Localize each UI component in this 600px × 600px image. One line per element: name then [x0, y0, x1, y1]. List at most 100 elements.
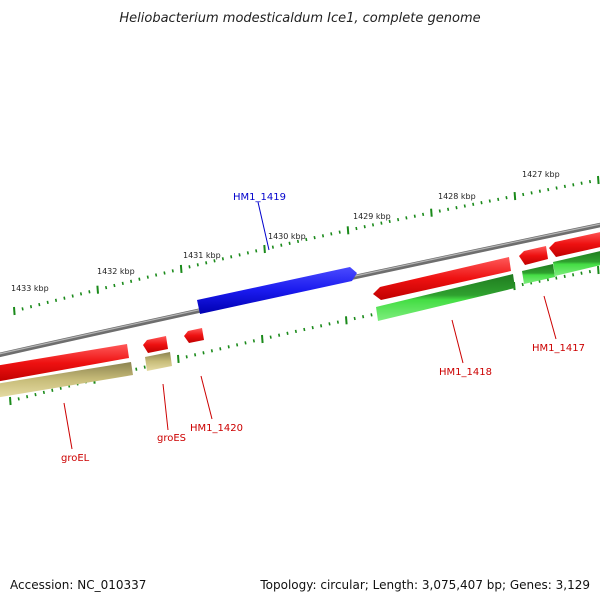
scale-top-tick: [13, 306, 16, 316]
gene-labels: HM1_1419 groEL groES HM1_1420 HM1_1418 H…: [61, 192, 585, 464]
scale-label-1433: 1433 kbp: [11, 284, 49, 293]
scale-labels: 1433 kbp 1432 kbp 1431 kbp 1430 kbp 1429…: [11, 170, 560, 293]
scale-top-tick: [96, 285, 99, 294]
leader-hm1-1418: [451, 319, 464, 364]
scale-top-tick: [455, 206, 458, 210]
gene-label-groel[interactable]: groEL: [61, 453, 90, 464]
genome-summary-text: Topology: circular; Length: 3,075,407 bp…: [260, 578, 590, 592]
scale-top-tick: [38, 302, 41, 307]
scale-top-tick: [138, 277, 141, 281]
scale-top-tick: [597, 175, 600, 185]
gene-label-groes[interactable]: groES: [157, 433, 186, 444]
scale-bottom-tick: [59, 386, 62, 390]
scale-top-tick: [305, 237, 308, 242]
gene-small-green-cds[interactable]: [522, 264, 555, 284]
scale-bottom-tick: [236, 343, 239, 347]
gene-groes-cds[interactable]: [145, 352, 172, 371]
scale-top-tick: [488, 199, 491, 203]
gene-leader-lines: [63, 201, 557, 450]
gene-label-hm1-1417[interactable]: HM1_1417: [532, 343, 585, 354]
gene-hm1-1419-feature[interactable]: [197, 267, 357, 314]
scale-top-tick: [530, 191, 533, 195]
gene-hm1-1417-cds[interactable]: [553, 250, 600, 276]
leader-hm1-1419: [257, 201, 270, 251]
gene-groel-feature[interactable]: [0, 344, 129, 382]
gene-label-hm1-1419[interactable]: HM1_1419: [233, 192, 286, 203]
scale-bottom-tick: [9, 396, 12, 406]
scale-top-tick: [422, 212, 425, 217]
scale-top-tick: [21, 307, 24, 311]
scale-top-tick: [355, 226, 358, 231]
scale-top-tick: [513, 192, 517, 201]
scale-bottom-tick: [278, 333, 281, 337]
gene-label-hm1-1418[interactable]: HM1_1418: [439, 367, 492, 378]
scale-top-tick: [271, 245, 274, 249]
scale-label-1430: 1430 kbp: [268, 232, 306, 241]
scale-label-1431: 1431 kbp: [183, 251, 221, 260]
scale-top-tick: [29, 305, 33, 309]
scale-label-1428: 1428 kbp: [438, 192, 476, 201]
scale-bottom-tick: [370, 313, 373, 317]
scale-top-tick: [71, 294, 74, 298]
gene-hm1-1418-cds[interactable]: [376, 274, 515, 321]
scale-top-tick: [447, 207, 450, 211]
scale-bottom-tick: [555, 276, 558, 280]
leader-hm1-1417: [543, 295, 557, 340]
scale-top-tick: [63, 296, 66, 300]
scale-bottom-tick: [34, 392, 37, 397]
gene-groel-cds[interactable]: [0, 362, 133, 398]
gene-hm1-1418-feature[interactable]: [373, 257, 511, 300]
scale-bottom-tick: [294, 329, 297, 334]
scale-top-tick: [105, 285, 108, 290]
scale-bottom-tick: [597, 265, 600, 275]
scale-top-tick: [588, 179, 592, 184]
scale-top-tick: [522, 192, 525, 197]
scale-bottom-tick: [286, 331, 289, 335]
scale-top-tick: [121, 281, 124, 286]
scale-bottom-tick: [26, 395, 29, 399]
accession-text: Accession: NC_010337: [10, 578, 147, 592]
scale-bottom-tick: [17, 397, 20, 401]
scale-bottom-tick: [336, 320, 339, 324]
scale-bottom-tick: [521, 282, 524, 287]
scale-top-tick: [230, 255, 233, 259]
scale-top-tick: [288, 241, 291, 245]
scale-bottom-tick: [353, 316, 356, 321]
gene-hm1-1420-feature[interactable]: [184, 328, 204, 343]
scale-top-tick: [263, 244, 266, 254]
gene-hm1-1417-feature[interactable]: [549, 231, 600, 257]
scale-top-tick: [205, 261, 208, 265]
leader-hm1-1420: [200, 375, 213, 420]
gene-groes-feature[interactable]: [143, 336, 168, 353]
scale-bottom-tick: [252, 339, 255, 343]
scale-ticks-top: [13, 175, 600, 316]
scale-bottom-tick: [261, 334, 264, 344]
scale-top-tick: [280, 243, 283, 247]
scale-top-tick: [130, 279, 133, 283]
scale-top-tick: [538, 189, 541, 193]
scale-bottom-tick: [42, 390, 45, 395]
scale-bottom-tick: [362, 315, 365, 319]
scale-top-tick: [397, 217, 400, 222]
scale-bottom-tick: [303, 327, 306, 332]
scale-top-tick: [547, 187, 550, 192]
scale-bottom-tick: [320, 324, 323, 328]
scale-bottom-tick: [328, 322, 331, 326]
scale-bottom-tick: [210, 349, 213, 353]
scale-top-tick: [155, 273, 158, 277]
scale-top-tick: [213, 259, 216, 263]
scale-top-tick: [338, 230, 341, 234]
gene-label-hm1-1420[interactable]: HM1_1420: [190, 423, 243, 434]
scale-bottom-tick: [563, 274, 566, 279]
scale-bottom-tick: [202, 351, 205, 355]
scale-top-tick: [296, 239, 300, 244]
scale-bottom-tick: [51, 388, 54, 392]
scale-bottom-tick: [311, 325, 314, 330]
gene-red-small-feature[interactable]: [519, 246, 548, 265]
scale-bottom-tick: [269, 335, 272, 339]
scale-top-tick: [46, 300, 49, 305]
scale-top-tick: [405, 216, 408, 220]
leader-groel: [63, 402, 73, 450]
map-title: Heliobacterium modesticaldum Ice1, compl…: [119, 11, 480, 26]
scale-top-tick: [246, 251, 249, 255]
